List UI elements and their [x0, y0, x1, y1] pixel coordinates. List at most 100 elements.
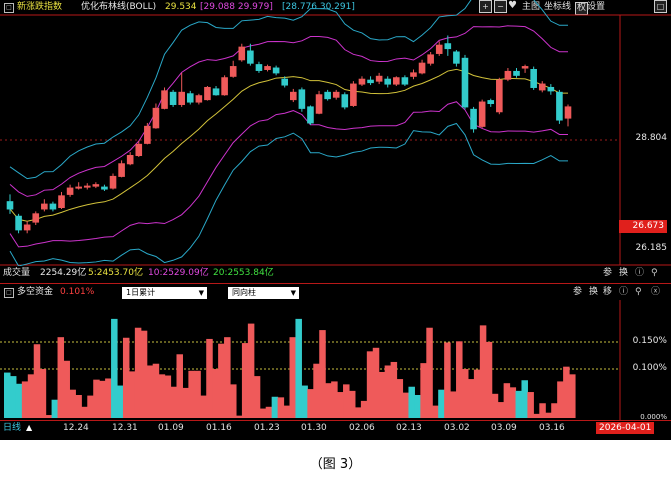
candle-body	[307, 106, 314, 124]
candle-body	[75, 186, 82, 189]
capital-panel-header: □ 多空资金 0.101%	[0, 285, 671, 300]
candle-body	[324, 91, 331, 100]
capital-flow-bar	[247, 323, 255, 418]
capital-flow-bar	[438, 389, 445, 418]
bar-mode-dropdown[interactable]: 同向柱 ▼	[228, 287, 299, 299]
capital-flow-bar	[87, 395, 94, 418]
settings-button[interactable]: 设置	[587, 2, 606, 12]
capital-flow-bar	[301, 385, 308, 418]
capital-flow-bar	[402, 392, 410, 418]
capital-flow-bar	[491, 393, 499, 418]
capital-flow-bar	[461, 369, 469, 418]
volume-help-icon[interactable]: ⓘ	[635, 268, 645, 278]
candle-body	[238, 46, 246, 61]
capital-flow-bar	[140, 330, 148, 418]
candle-body	[418, 62, 426, 74]
candle-body	[32, 213, 40, 223]
x-date: 03.16	[539, 423, 565, 433]
candlestick-chart	[0, 0, 671, 266]
panel-menu-icon[interactable]: □	[4, 3, 14, 13]
candle-body	[229, 66, 237, 77]
candle-body	[556, 91, 563, 121]
chevron-down-icon: ▼	[290, 289, 296, 297]
zoom-out-icon[interactable]: −	[494, 0, 507, 13]
zoom-in-icon[interactable]: +	[479, 0, 492, 13]
coordinate-line-button[interactable]: 坐标线	[544, 2, 572, 12]
candle-body	[375, 75, 383, 82]
capital-flow-bar	[51, 399, 59, 418]
capital-flow-bar	[551, 403, 558, 418]
capital-flow-bar	[134, 327, 142, 418]
capital-flow-bar	[343, 384, 350, 418]
maximize-icon[interactable]: □	[654, 0, 667, 13]
candle-body	[23, 224, 31, 231]
volume-ma10: 10:2529.09亿	[148, 268, 209, 278]
capital-flow-bar	[4, 372, 11, 418]
panel-menu-icon[interactable]: □	[4, 288, 14, 298]
capital-flow-bar	[545, 412, 552, 418]
capital-flow-bar	[485, 341, 493, 418]
capital-flow-bar	[206, 338, 213, 418]
x-date: 03.02	[444, 423, 470, 433]
capital-flow-bar	[378, 371, 386, 418]
x-date: 01.16	[206, 423, 232, 433]
candle-body	[393, 77, 400, 85]
candle-body	[401, 77, 409, 85]
capital-flow-bar	[170, 386, 178, 418]
stock-chart-window: □ 新涨跌指数 优化布林线(BOLL) 29.534 [29.088 29.97…	[0, 0, 671, 440]
volume-ma5: 5:2453.70亿	[88, 268, 143, 278]
capital-flow-bar	[533, 413, 540, 418]
candle-body	[315, 94, 323, 114]
capital-flow-bar	[408, 386, 415, 418]
capital-flow-bar	[319, 330, 326, 418]
capital-flow-bar	[117, 385, 124, 418]
volume-params-button[interactable]: 参	[603, 268, 613, 278]
capital-flow-bar	[111, 318, 118, 418]
capital-title: 多空资金	[17, 287, 54, 297]
heart-icon[interactable]: ♥	[508, 0, 517, 11]
capital-flow-bar	[218, 343, 225, 418]
capital-flow-bar	[69, 389, 76, 418]
candle-body	[350, 83, 357, 106]
volume-ma20: 20:2553.84亿	[213, 268, 274, 278]
volume-label[interactable]: 成交量	[3, 268, 31, 278]
accumulation-dropdown[interactable]: 1日累计 ▼	[122, 287, 207, 299]
candle-body	[410, 72, 417, 77]
x-date: 01.09	[158, 423, 184, 433]
capital-flow-bar	[128, 371, 136, 418]
triangle-up-icon[interactable]: ▲	[26, 423, 33, 432]
period-label[interactable]: 日线	[3, 423, 22, 433]
main-chart-button[interactable]: 主图	[522, 2, 541, 12]
capital-flow-bar	[99, 380, 106, 418]
x-date: 03.09	[491, 423, 517, 433]
capital-flow-bar	[354, 407, 362, 418]
candle-body	[435, 44, 443, 54]
bar-mode-dropdown-value: 同向柱	[232, 288, 256, 297]
capital-flow-bar	[152, 363, 160, 418]
capital-flow-bar	[557, 381, 564, 418]
capital-flow-bar	[253, 376, 261, 418]
candle-body	[92, 184, 100, 187]
capital-flow-bar	[93, 379, 100, 418]
volume-switch-button[interactable]: 换	[619, 268, 629, 278]
capital-flow-bar	[230, 384, 237, 418]
capital-flow-bar	[366, 351, 374, 418]
capital-flow-bar	[390, 361, 398, 418]
capital-flow-bar	[81, 406, 88, 418]
candle-body	[161, 90, 168, 109]
capital-flow-bar	[33, 344, 41, 418]
capital-flow-bar	[396, 379, 404, 418]
capital-flow-bar	[497, 402, 505, 418]
capital-flow-bar-chart	[0, 300, 621, 420]
candle-body	[496, 79, 503, 113]
chevron-down-icon: ▼	[198, 289, 204, 297]
indicator-name[interactable]: 优化布林线(BOLL)	[81, 2, 157, 12]
accumulation-dropdown-value: 1日累计	[126, 288, 156, 297]
candle-body	[384, 78, 392, 85]
capital-flow-bar	[45, 415, 53, 418]
candle-body	[281, 78, 289, 86]
candle-body	[444, 43, 452, 50]
volume-total: 2254.29亿	[40, 268, 87, 278]
volume-zoom-icon[interactable]: ⚲	[651, 268, 658, 278]
capital-flow-bar	[503, 383, 511, 418]
